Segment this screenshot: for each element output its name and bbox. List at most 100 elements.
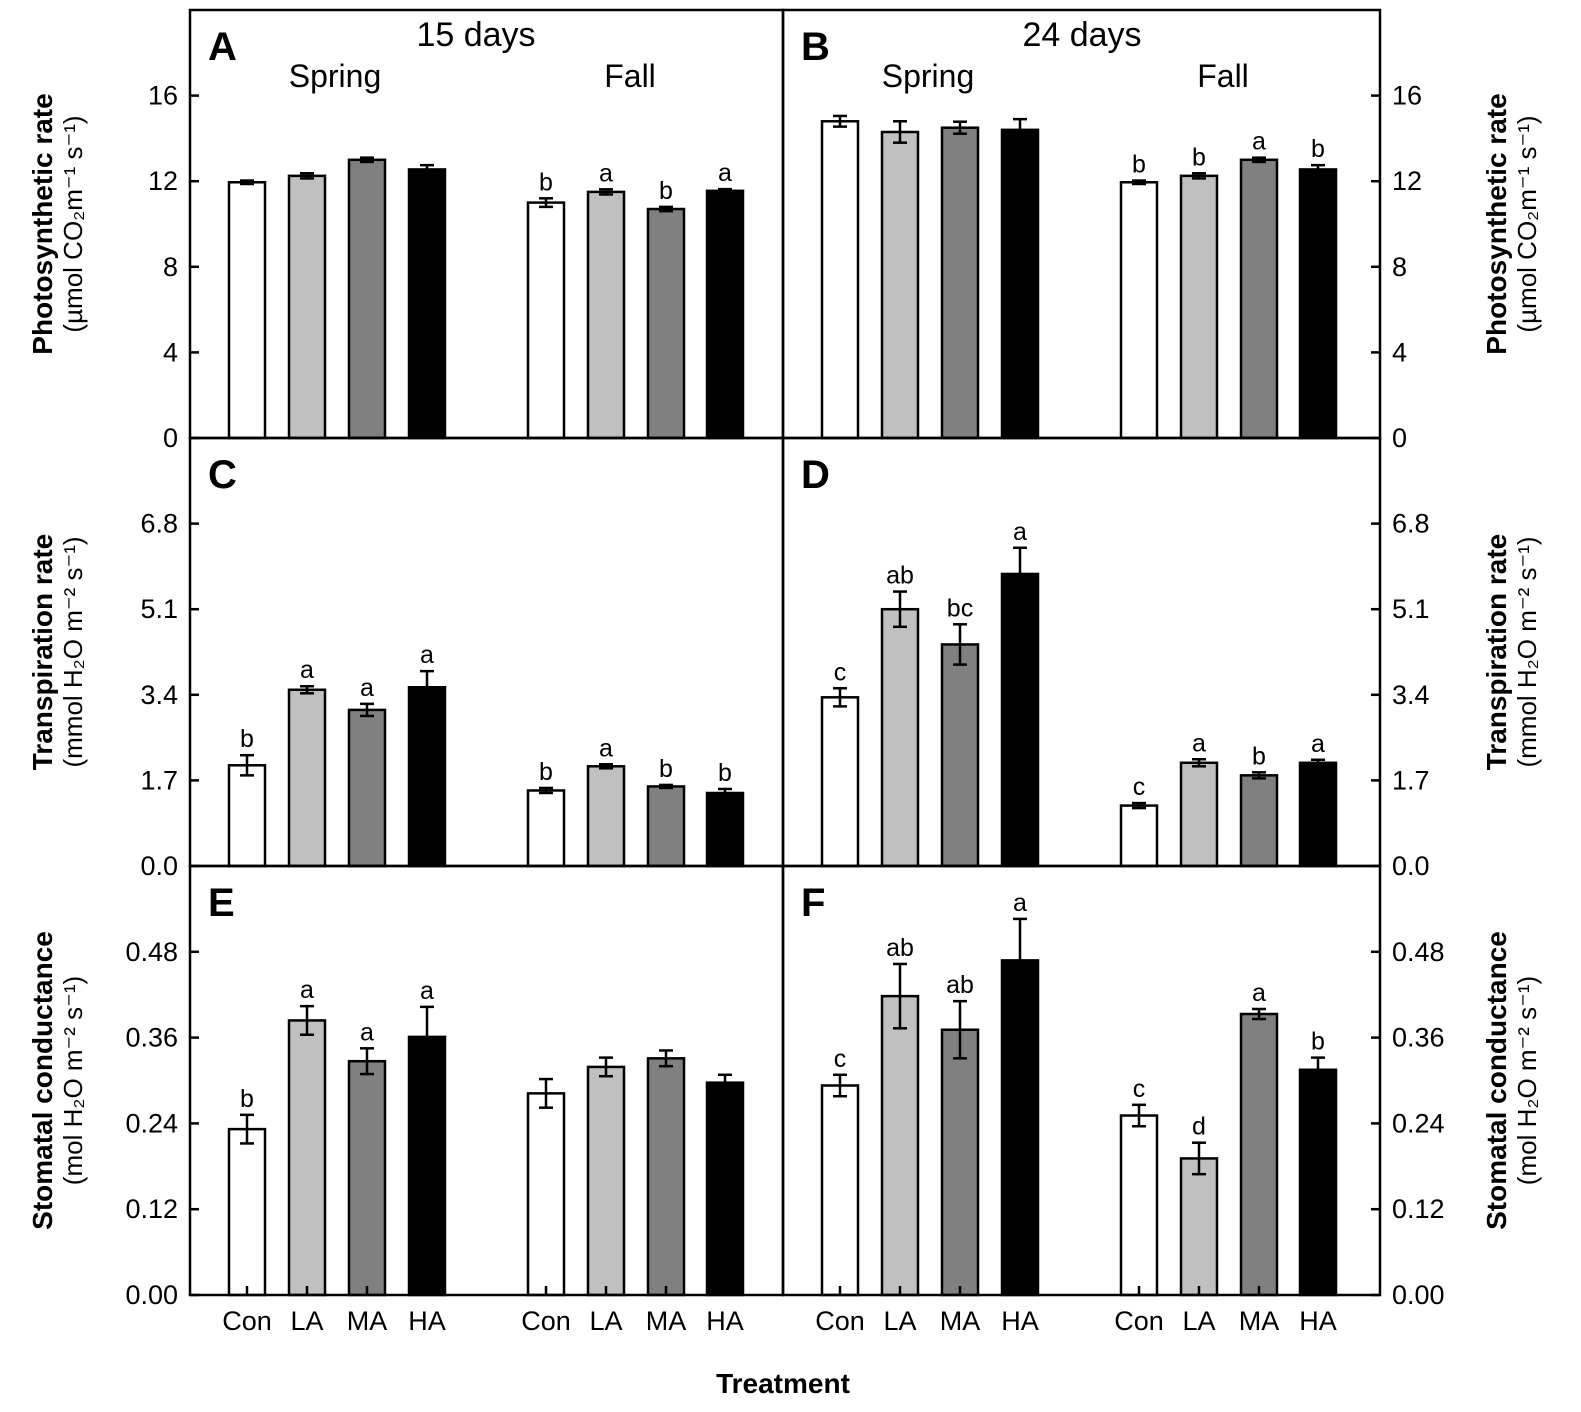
bar-C-spring-Con	[227, 764, 267, 868]
yunit-trans-left: (mmol H₂O m⁻² s⁻¹)	[58, 536, 88, 767]
season-label-spring: Spring	[289, 58, 382, 94]
xtick-label-Con: Con	[222, 1306, 272, 1336]
ytick-label-right: 6.8	[1392, 509, 1430, 539]
sig-letter-A-fall-HA: a	[718, 159, 732, 187]
xtick-label-LA: LA	[883, 1306, 916, 1336]
errorbar-B-spring-Con	[833, 114, 847, 128]
bar-E-fall-HA	[705, 1081, 745, 1297]
bar-F-spring-LA	[880, 994, 920, 1297]
ytick-label-right: 0.48	[1392, 937, 1445, 967]
sig-letter-F-fall-LA: d	[1192, 1113, 1206, 1141]
sig-letter-F-spring-MA: ab	[946, 971, 974, 999]
errorbar-B-spring-MA	[953, 120, 967, 135]
bars-layer	[227, 114, 1338, 1297]
bar-A-fall-LA	[586, 190, 626, 440]
xtick-label-LA: LA	[589, 1306, 622, 1336]
sig-letter-D-spring-LA: ab	[886, 562, 914, 590]
errorbar-A-spring-MA	[360, 156, 374, 164]
bar-B-fall-Con	[1119, 181, 1159, 440]
bar-E-spring-HA	[407, 1035, 447, 1297]
errorbar-A-spring-LA	[300, 172, 314, 180]
bar-D-fall-MA	[1239, 774, 1279, 868]
sig-letter-F-fall-Con: c	[1133, 1075, 1146, 1103]
bar-B-spring-HA	[1000, 128, 1040, 440]
xtick-label-HA: HA	[706, 1306, 744, 1336]
sig-letter-F-spring-LA: ab	[886, 934, 914, 962]
sig-letter-F-fall-MA: a	[1252, 979, 1266, 1007]
xtick-label-MA: MA	[646, 1306, 687, 1336]
errorbar-E-spring-LA	[300, 1004, 314, 1036]
ytick-label-left: 4	[163, 337, 178, 367]
ytick-label-left: 0.24	[125, 1108, 178, 1138]
errorbar-A-fall-LA	[599, 188, 613, 196]
bar-C-fall-HA	[705, 791, 745, 868]
ytick-label-right: 4	[1392, 337, 1407, 367]
ytick-label-left: 0.36	[125, 1023, 178, 1053]
column-title-15-days: 15 days	[416, 16, 535, 54]
bar-C-spring-HA	[407, 685, 447, 868]
sig-letter-C-fall-LA: a	[599, 734, 613, 762]
errorbar-D-spring-Con	[833, 687, 847, 708]
sig-letter-C-fall-HA: b	[718, 759, 732, 787]
errorbar-C-spring-Con	[240, 753, 254, 777]
errorbar-E-spring-MA	[360, 1047, 374, 1076]
xtick-label-LA: LA	[290, 1306, 323, 1336]
ylabel-trans-right: Transpiration rate	[1481, 534, 1512, 771]
bar-B-fall-LA	[1179, 174, 1219, 440]
errorbar-F-spring-MA	[953, 999, 967, 1060]
sig-letter-E-spring-HA: a	[420, 977, 434, 1005]
panel-frame-r0-c0	[188, 8, 785, 440]
bar-F-spring-MA	[940, 1028, 980, 1297]
errorbar-D-spring-MA	[953, 623, 967, 666]
xlabel: Treatment	[716, 1368, 850, 1399]
errorbar-E-fall-HA	[718, 1073, 732, 1092]
errorbar-E-fall-Con	[539, 1077, 553, 1109]
bar-F-fall-Con	[1119, 1114, 1159, 1297]
column-title-24-days: 24 days	[1022, 16, 1141, 54]
ytick-label-right: 0.00	[1392, 1280, 1445, 1310]
errorbar-B-fall-HA	[1311, 163, 1325, 175]
bar-D-spring-Con	[820, 696, 860, 868]
errorbar-F-spring-LA	[893, 962, 907, 1030]
sig-letter-C-spring-LA: a	[300, 656, 314, 684]
bar-E-spring-MA	[347, 1059, 387, 1297]
season-label-fall: Fall	[604, 58, 656, 94]
errorbar-E-fall-LA	[599, 1056, 613, 1078]
yunit-trans-right: (mmol H₂O m⁻² s⁻¹)	[1512, 536, 1542, 767]
panel-frame-r0-c1	[781, 8, 1382, 440]
ytick-label-right: 3.4	[1392, 680, 1430, 710]
bar-D-spring-LA	[880, 607, 920, 868]
bar-F-spring-HA	[1000, 959, 1040, 1297]
bar-A-fall-HA	[705, 189, 745, 440]
bar-A-spring-MA	[347, 158, 387, 440]
errorbar-A-spring-Con	[240, 179, 254, 186]
bar-D-fall-Con	[1119, 804, 1159, 868]
sig-letter-E-spring-LA: a	[300, 976, 314, 1004]
sig-letter-C-spring-Con: b	[240, 725, 254, 753]
sig-letter-F-spring-Con: c	[834, 1045, 847, 1073]
errorbar-F-fall-Con	[1132, 1103, 1146, 1128]
errorbar-E-spring-Con	[240, 1113, 254, 1145]
sig-letter-C-fall-Con: b	[539, 758, 553, 786]
ytick-label-left: 16	[148, 81, 178, 111]
sig-letter-B-fall-LA: b	[1192, 143, 1206, 171]
errorbar-F-spring-Con	[833, 1073, 847, 1098]
xtick-label-MA: MA	[347, 1306, 388, 1336]
errorbar-D-fall-LA	[1192, 758, 1206, 768]
errorbar-F-fall-MA	[1252, 1007, 1266, 1021]
bar-A-fall-Con	[526, 201, 566, 440]
sig-letter-D-fall-MA: b	[1252, 742, 1266, 770]
errorbar-C-fall-LA	[599, 763, 613, 770]
season-label-spring: Spring	[882, 58, 975, 94]
bar-D-fall-HA	[1298, 761, 1338, 868]
panel-letter-A: A	[208, 25, 237, 69]
ytick-label-left: 0.0	[140, 851, 178, 881]
ytick-label-right: 5.1	[1392, 594, 1430, 624]
errorbar-B-spring-HA	[1013, 117, 1027, 142]
errorbar-B-fall-Con	[1132, 179, 1146, 186]
sig-letter-F-fall-HA: b	[1311, 1028, 1325, 1056]
errorbar-C-fall-HA	[718, 787, 732, 799]
sig-letter-D-fall-Con: c	[1133, 773, 1146, 801]
sig-letter-A-fall-Con: b	[539, 168, 553, 196]
xtick-label-Con: Con	[1114, 1306, 1164, 1336]
